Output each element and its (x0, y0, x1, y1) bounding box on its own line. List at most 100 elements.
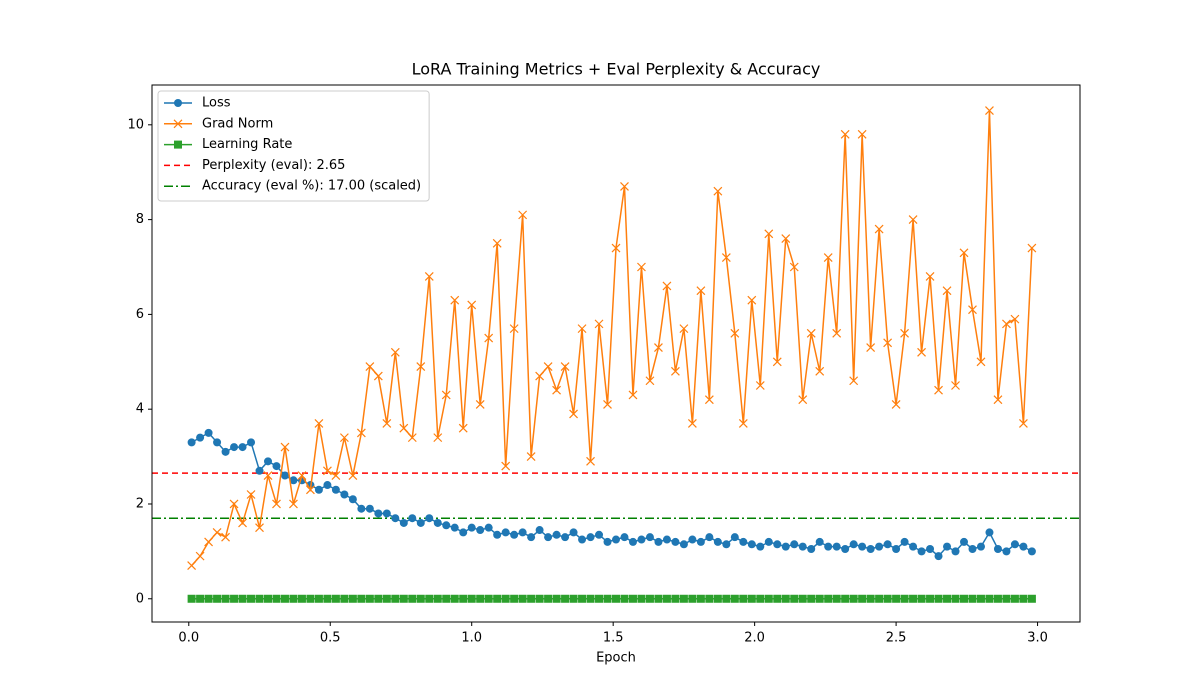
marker-stroke (645, 376, 655, 386)
point (815, 366, 825, 376)
marker-stroke (569, 409, 578, 419)
point (467, 594, 476, 603)
point (458, 423, 468, 433)
marker-stroke (382, 418, 392, 428)
point (662, 281, 672, 291)
point (255, 523, 264, 533)
point (696, 594, 705, 603)
marker-stroke (526, 452, 536, 462)
marker-stroke (730, 328, 740, 338)
point (764, 537, 773, 546)
point (382, 594, 391, 603)
point (535, 371, 545, 381)
marker-stroke (373, 371, 383, 381)
point (892, 594, 901, 603)
point (841, 594, 850, 603)
marker-stroke (272, 499, 281, 509)
marker-stroke (339, 433, 349, 443)
series-line (191, 431, 1033, 558)
point (314, 485, 323, 494)
point (238, 518, 247, 528)
point (331, 485, 340, 494)
point (314, 418, 324, 428)
point (510, 594, 519, 603)
point (365, 594, 374, 603)
marker-stroke (204, 537, 214, 547)
marker-stroke (475, 400, 485, 409)
marker-stroke (212, 527, 222, 537)
point (586, 594, 595, 603)
point (561, 533, 570, 542)
marker-stroke (662, 281, 672, 291)
point (238, 443, 247, 452)
marker-stroke (755, 381, 765, 390)
legend-label: Loss (202, 96, 231, 111)
marker-stroke (195, 551, 205, 561)
point (985, 106, 994, 116)
point (518, 528, 527, 537)
y-tick-label: 2 (136, 496, 144, 511)
point (526, 452, 536, 462)
point (527, 594, 536, 603)
point (976, 594, 985, 603)
marker-stroke (917, 347, 926, 357)
point (246, 490, 256, 499)
point (705, 594, 714, 603)
legend-marker (174, 140, 182, 149)
point (1019, 542, 1028, 551)
marker-stroke (637, 262, 646, 272)
marker-stroke (976, 357, 986, 367)
marker-stroke (238, 518, 247, 528)
marker-stroke (968, 305, 977, 315)
point (628, 594, 637, 603)
point (374, 594, 383, 603)
marker-stroke (670, 366, 680, 376)
point (255, 466, 264, 475)
marker-stroke (187, 561, 197, 571)
point (450, 594, 459, 603)
point (891, 400, 901, 409)
point (578, 535, 587, 544)
point (747, 540, 756, 549)
marker-stroke (518, 210, 528, 220)
marker-stroke (1010, 314, 1020, 324)
marker-stroke (467, 300, 477, 310)
point (280, 471, 289, 480)
marker-stroke (934, 385, 943, 395)
point (662, 594, 671, 603)
x-tick-label: 1.0 (461, 631, 482, 646)
point (1027, 594, 1036, 603)
point (535, 594, 544, 603)
point (790, 540, 799, 549)
legend-box (157, 90, 430, 202)
point (925, 272, 935, 281)
point (781, 234, 791, 243)
point (196, 433, 205, 442)
point (756, 542, 765, 551)
point (484, 594, 493, 603)
marker-stroke (246, 490, 256, 499)
point (467, 300, 477, 310)
point (1002, 319, 1011, 329)
point (527, 533, 536, 542)
point (365, 362, 375, 371)
point (908, 215, 918, 225)
marker-stroke (713, 186, 723, 196)
point (552, 530, 561, 539)
point (569, 528, 578, 537)
point (272, 499, 281, 509)
marker-stroke (458, 423, 468, 433)
marker-stroke (416, 362, 426, 371)
marker-stroke (492, 238, 502, 248)
x-tick-label: 0.5 (320, 631, 341, 646)
point (475, 400, 485, 409)
point (934, 552, 943, 561)
point (221, 532, 230, 542)
point (544, 533, 553, 542)
marker-stroke (221, 532, 230, 542)
point (195, 551, 205, 561)
marker-stroke (874, 224, 884, 234)
point (628, 390, 638, 400)
marker-stroke (433, 433, 443, 443)
point (951, 547, 960, 556)
